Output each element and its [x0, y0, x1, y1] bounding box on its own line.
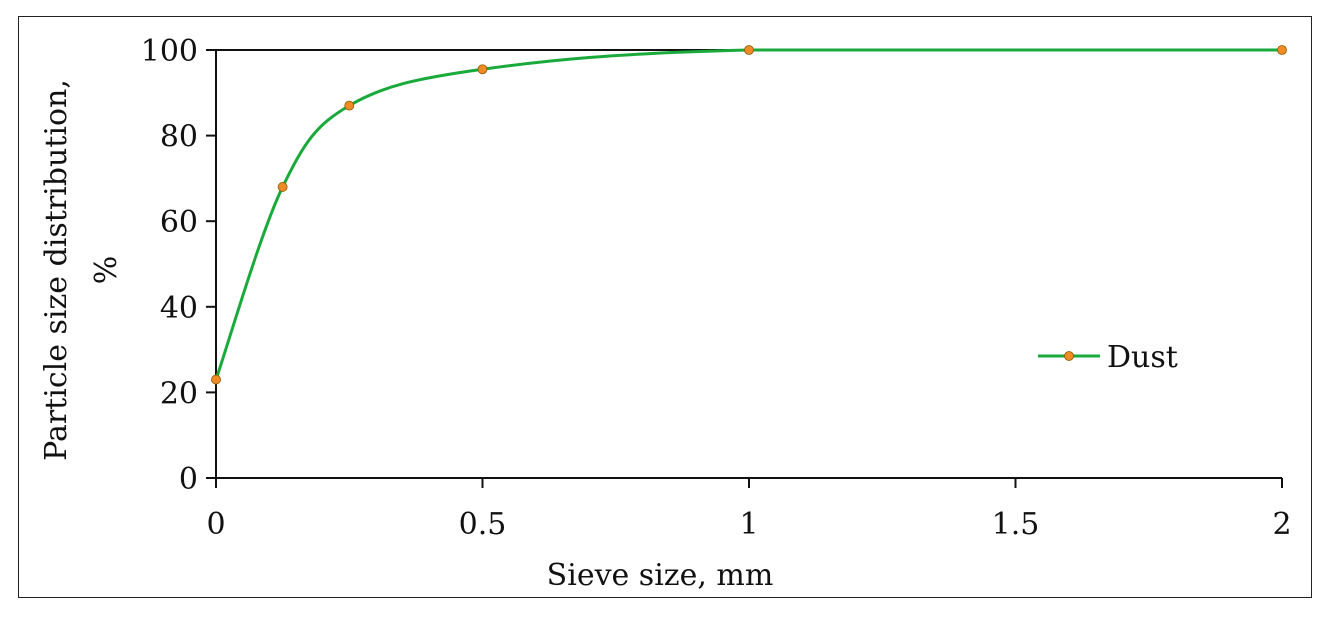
data-point — [744, 45, 754, 55]
axes — [215, 49, 1282, 479]
y-ticks: 0 20 40 60 80 100 — [141, 34, 216, 497]
y-tick-label: 80 — [160, 120, 198, 155]
chart-frame — [18, 16, 1312, 598]
data-point — [344, 100, 355, 111]
data-point — [1277, 45, 1287, 55]
legend-marker — [1064, 351, 1074, 361]
x-tick-label: 0 — [206, 507, 225, 542]
data-point — [477, 64, 488, 75]
series-layer — [211, 45, 1287, 385]
x-tick-label: 1 — [739, 507, 758, 542]
y-axis-title-line1: Particle size distribution, — [39, 79, 74, 461]
y-tick-label: 100 — [141, 34, 198, 69]
legend: Dust — [1038, 340, 1178, 375]
legend-label: Dust — [1107, 340, 1178, 375]
y-tick-label: 60 — [160, 205, 198, 240]
y-tick-label: 0 — [179, 462, 198, 497]
y-tick-label: 40 — [160, 291, 198, 326]
series-line-0 — [214, 48, 1282, 381]
x-ticks: 0 0.5 1 1.5 2 — [206, 478, 1292, 542]
x-tick-label: 2 — [1272, 507, 1291, 542]
data-point — [277, 182, 288, 192]
x-tick-label: 0.5 — [459, 507, 507, 542]
y-axis-title-line2: % — [89, 256, 124, 285]
x-axis-title: Sieve size, mm — [547, 558, 774, 593]
data-point — [211, 374, 221, 385]
x-tick-label: 1.5 — [992, 507, 1040, 542]
y-tick-label: 20 — [160, 376, 198, 411]
